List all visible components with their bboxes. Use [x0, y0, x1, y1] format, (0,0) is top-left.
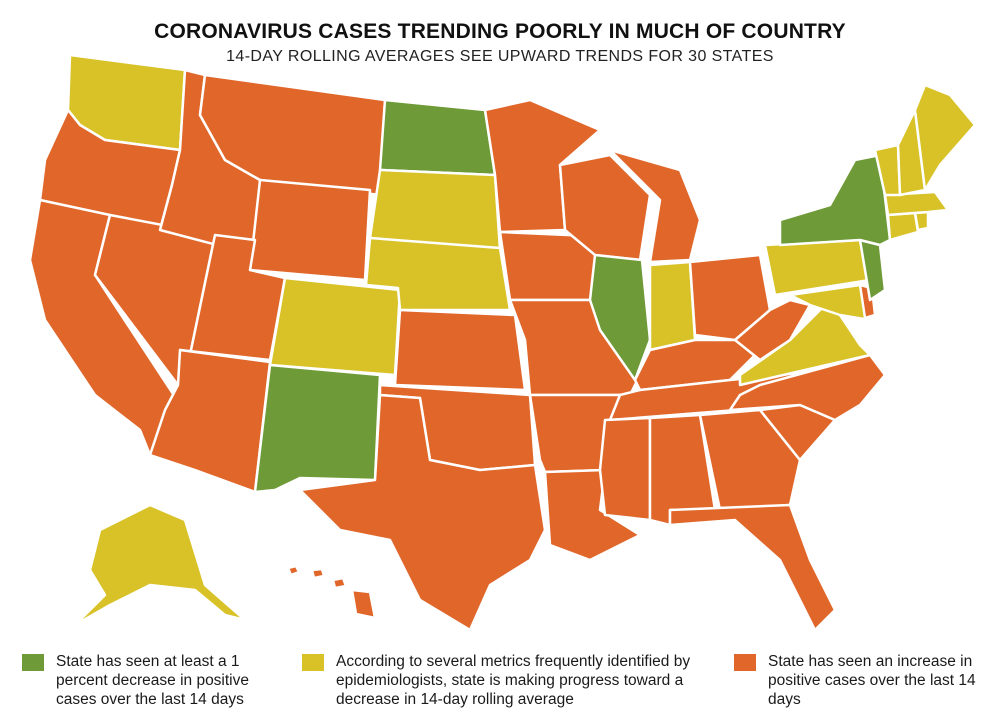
state-rhode-island — [913, 210, 930, 232]
map-title: CORONAVIRUS CASES TRENDING POORLY IN MUC… — [154, 20, 846, 43]
legend-decrease: State has seen at least a 1 percent decr… — [22, 652, 282, 709]
legend-decrease-label: State has seen at least a 1 percent decr… — [56, 653, 250, 708]
state-kansas — [393, 308, 527, 392]
us-states-map — [28, 53, 977, 632]
state-florida — [668, 503, 837, 632]
state-indiana — [648, 260, 697, 352]
legend-swatch-progress — [302, 654, 324, 671]
legend-increase: State has seen an increase in positive c… — [734, 652, 984, 709]
map-subtitle: 14-DAY ROLLING AVERAGES SEE UPWARD TREND… — [226, 48, 774, 65]
state-wyoming — [248, 178, 372, 282]
state-michigan — [608, 148, 702, 264]
state-connecticut — [886, 211, 920, 242]
state-maryland — [788, 283, 872, 322]
state-georgia — [698, 408, 802, 512]
state-mississippi — [598, 416, 652, 522]
state-south-dakota — [368, 168, 502, 252]
legend-increase-label: State has seen an increase in positive c… — [768, 653, 976, 708]
legend-progress-label: According to several metrics frequently … — [336, 653, 691, 708]
state-maine — [913, 83, 977, 192]
state-alaska — [73, 503, 247, 627]
legend-progress: According to several metrics frequently … — [302, 652, 712, 709]
state-colorado — [268, 276, 402, 377]
legend-swatch-increase — [734, 654, 756, 671]
state-new-york — [778, 153, 892, 247]
state-texas — [298, 393, 547, 632]
state-new-mexico — [253, 363, 382, 494]
legend-swatch-decrease — [22, 654, 44, 671]
state-north-dakota — [378, 98, 497, 177]
state-north-carolina — [728, 353, 887, 422]
state-hawaii — [286, 564, 377, 620]
state-massachusetts — [883, 190, 950, 217]
